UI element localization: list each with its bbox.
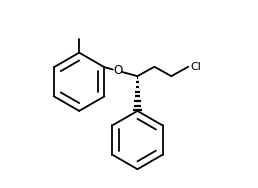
Text: Cl: Cl	[190, 62, 201, 72]
Text: O: O	[113, 64, 122, 77]
